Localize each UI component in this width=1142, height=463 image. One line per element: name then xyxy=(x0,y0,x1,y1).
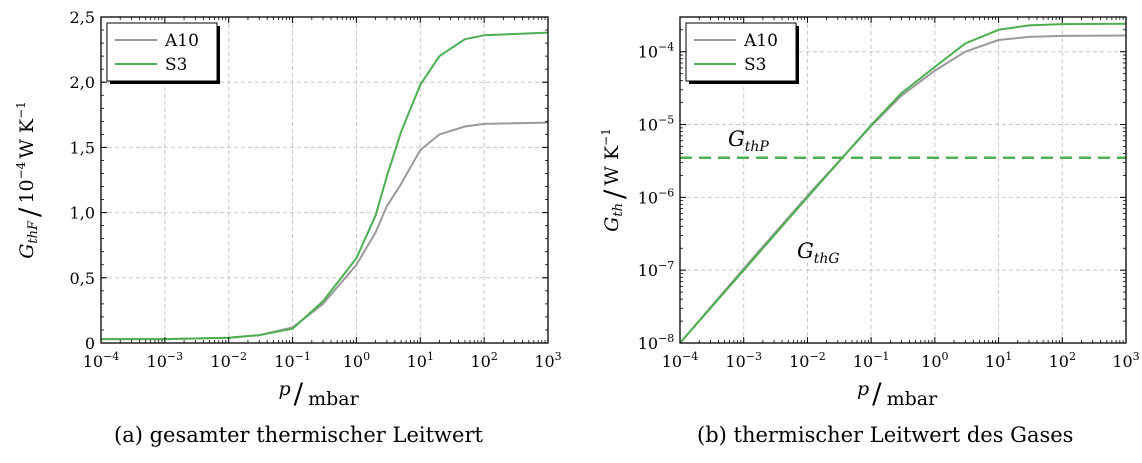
y-tick-label: 10−7 xyxy=(638,259,675,280)
y-tick-label: 0,5 xyxy=(70,269,95,288)
x-tick-label: 100 xyxy=(343,350,370,371)
x-tick-label: 10−4 xyxy=(662,350,699,371)
x-tick-label: 102 xyxy=(470,350,497,371)
x-axis-label: p / mbar xyxy=(279,377,360,410)
y-axis-label: Gth/W K−1 xyxy=(598,128,631,232)
legend-box xyxy=(106,22,218,82)
plot-frame xyxy=(100,16,549,344)
y-tick-label: 2,5 xyxy=(70,8,95,27)
y-axis-label: GthF/10−4W K−1 xyxy=(13,101,46,259)
x-tick-label: 10−2 xyxy=(210,350,247,371)
y-tick-label: 1,0 xyxy=(70,204,95,223)
panel-a-chart: 10−4 10−3 10−2 10−1 100 101 102 103 0 0,5 1,0 1,5 2,… xyxy=(13,8,562,410)
series-line-a10 xyxy=(679,34,1127,344)
legend-label-s3: S3 xyxy=(165,55,187,75)
legend-label-a10: A10 xyxy=(164,31,199,51)
x-tick-label: 101 xyxy=(407,350,434,371)
label-gthp: GthP xyxy=(728,127,769,155)
label-gthg: GthG xyxy=(797,239,840,267)
legend-label-s3: S3 xyxy=(744,55,766,75)
x-tick-label: 100 xyxy=(921,350,948,371)
x-tick-label: 10−2 xyxy=(789,350,826,371)
x-tick-label: 10−3 xyxy=(725,350,762,371)
x-tick-label: 10−3 xyxy=(147,350,184,371)
x-tick-label: 10−1 xyxy=(274,350,311,371)
x-tick-label: 101 xyxy=(985,350,1012,371)
legend-label-a10: A10 xyxy=(743,31,778,51)
legend-box xyxy=(685,22,797,82)
y-tick-label: 1,5 xyxy=(70,138,95,157)
series-line-s3 xyxy=(679,22,1127,344)
x-tick-label: 103 xyxy=(534,350,561,371)
x-axis-label: p / mbar xyxy=(857,377,938,410)
x-tick-label: 102 xyxy=(1049,350,1076,371)
caption-b: (b) thermischer Leitwert des Gases xyxy=(697,423,1074,447)
panel-b-chart: GthP GthG 10−4 10−3 10−2 10−1 100 101 102 103 10−8… xyxy=(598,16,1140,410)
y-tick-label: 10−5 xyxy=(638,114,675,135)
plot-frame xyxy=(679,16,1127,344)
x-tick-label: 103 xyxy=(1112,350,1139,371)
y-tick-label: 2,0 xyxy=(70,73,95,92)
y-tick-label: 0 xyxy=(85,334,95,353)
x-tick-label: 10−1 xyxy=(853,350,890,371)
x-tick-label: 10−4 xyxy=(83,350,120,371)
caption-a: (a) gesamter thermischer Leitwert xyxy=(114,423,483,447)
y-tick-label: 10−6 xyxy=(638,186,675,207)
y-tick-label: 10−4 xyxy=(638,41,675,62)
y-tick-label: 10−8 xyxy=(638,332,675,353)
series-line-a10 xyxy=(101,121,549,341)
series-line-s3 xyxy=(101,31,549,341)
